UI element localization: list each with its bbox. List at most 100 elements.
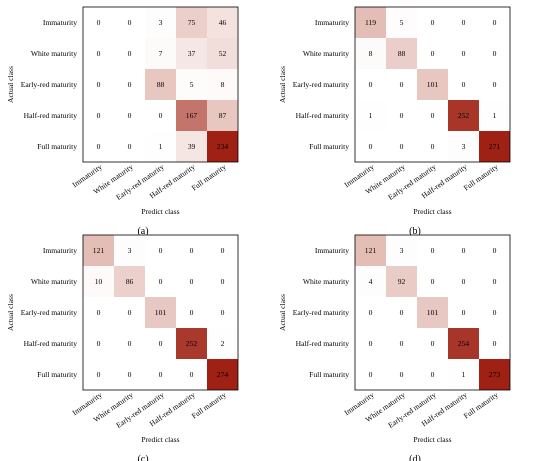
cell-value-label: 0 [97,339,101,348]
cell-value-label: 0 [190,246,194,255]
heatmap-cell [207,131,238,162]
x-axis-title: Predict class [141,435,179,444]
cell-value-label: 0 [493,277,497,286]
cell-value-label: 0 [431,142,435,151]
y-tick-label: Immaturity [43,18,77,27]
confusion-matrix-c: 121 3 0 0 0 10 86 0 0 0 0 0 101 0 0 0 0 0 252 2 0 0 0 0 274 Immat… [6,234,239,461]
heatmap-cell [207,100,238,131]
heatmap-cell [448,69,479,100]
heatmap-cell [355,69,386,100]
cell-value-label: 3 [400,246,404,255]
y-tick-label: Immaturity [315,246,349,255]
heatmap-cell [176,131,207,162]
heatmap-cell [386,69,417,100]
cell-value-label: 0 [431,277,435,286]
cell-value-label: 0 [128,49,132,58]
cell-value-label: 274 [217,370,229,379]
heatmap-cell [207,69,238,100]
heatmap-cell [355,7,386,38]
cell-value-label: 0 [128,339,132,348]
cell-value-label: 0 [159,277,163,286]
x-tick-label: Full maturity [462,390,500,420]
heatmap-cell [448,328,479,359]
heatmap-cell [448,131,479,162]
heatmap-cell [479,235,510,266]
cell-value-label: 0 [221,246,225,255]
y-tick-label: Full maturity [309,142,349,151]
cell-value-label: 0 [369,142,373,151]
y-tick-label: Full maturity [37,370,77,379]
heatmap-cell [417,235,448,266]
cell-value-label: 0 [400,370,404,379]
cell-value-label: 0 [462,246,466,255]
cell-value-label: 5 [400,18,404,27]
y-tick-label: White maturity [303,49,349,58]
heatmap-cell [417,266,448,297]
cell-value-label: 0 [400,111,404,120]
cell-value-label: 0 [431,370,435,379]
cell-value-label: 46 [219,18,227,27]
y-tick-label: Half-red maturity [24,111,78,120]
heatmap-cell [83,359,114,390]
cell-value-label: 88 [157,80,165,89]
heatmap-cell [355,359,386,390]
cell-value-label: 0 [431,18,435,27]
y-axis-title: Actual class [278,66,287,103]
heatmap-cell [114,328,145,359]
heatmap-cell [114,69,145,100]
y-tick-label: White maturity [31,49,77,58]
heatmap-cell [145,38,176,69]
heatmap-cell [479,69,510,100]
y-tick-label: Early-red maturity [293,308,349,317]
heatmap-cell [448,100,479,131]
y-tick-label: Immaturity [43,246,77,255]
cell-value-label: 0 [221,308,225,317]
heatmap-cell [386,266,417,297]
y-tick-label: Immaturity [315,18,349,27]
cell-value-label: 1 [462,370,466,379]
y-axis-title: Actual class [6,294,15,331]
y-tick-label: Half-red maturity [296,111,350,120]
x-axis-title: Predict class [141,207,179,216]
heatmap-cell [114,266,145,297]
y-tick-label: Full maturity [37,142,77,151]
heatmap-cell [355,266,386,297]
cell-value-label: 3 [462,142,466,151]
heatmap-cell [386,235,417,266]
heatmap-cell [114,100,145,131]
heatmap-cell [479,297,510,328]
heatmap-cell [145,69,176,100]
cell-value-label: 101 [427,308,439,317]
cell-value-label: 0 [159,111,163,120]
cell-value-label: 86 [126,277,134,286]
x-tick-label: Full maturity [190,162,228,192]
cell-value-label: 121 [93,246,105,255]
heatmap-cell [386,328,417,359]
panel-label: (c) [137,454,148,461]
cell-value-label: 75 [188,18,196,27]
cell-value-label: 101 [427,80,439,89]
heatmap-cell [207,235,238,266]
heatmap-cell [479,266,510,297]
cell-value-label: 0 [493,18,497,27]
cell-value-label: 167 [186,111,198,120]
y-tick-label: White maturity [31,277,77,286]
heatmap-cell [207,38,238,69]
cell-value-label: 0 [128,142,132,151]
cell-value-label: 0 [190,277,194,286]
heatmap-cell [145,100,176,131]
heatmap-cell [479,38,510,69]
cell-value-label: 0 [159,370,163,379]
heatmap-cell [417,131,448,162]
heatmap-cell [386,359,417,390]
cell-value-label: 0 [493,339,497,348]
matrix-frame [354,234,511,391]
heatmap-cell [417,328,448,359]
cell-value-label: 0 [462,277,466,286]
panel-label: (d) [409,454,421,461]
heatmap-cell [417,100,448,131]
cell-value-label: 0 [369,80,373,89]
cell-value-label: 37 [188,49,196,58]
heatmap-cell [145,359,176,390]
cell-value-label: 0 [97,49,101,58]
